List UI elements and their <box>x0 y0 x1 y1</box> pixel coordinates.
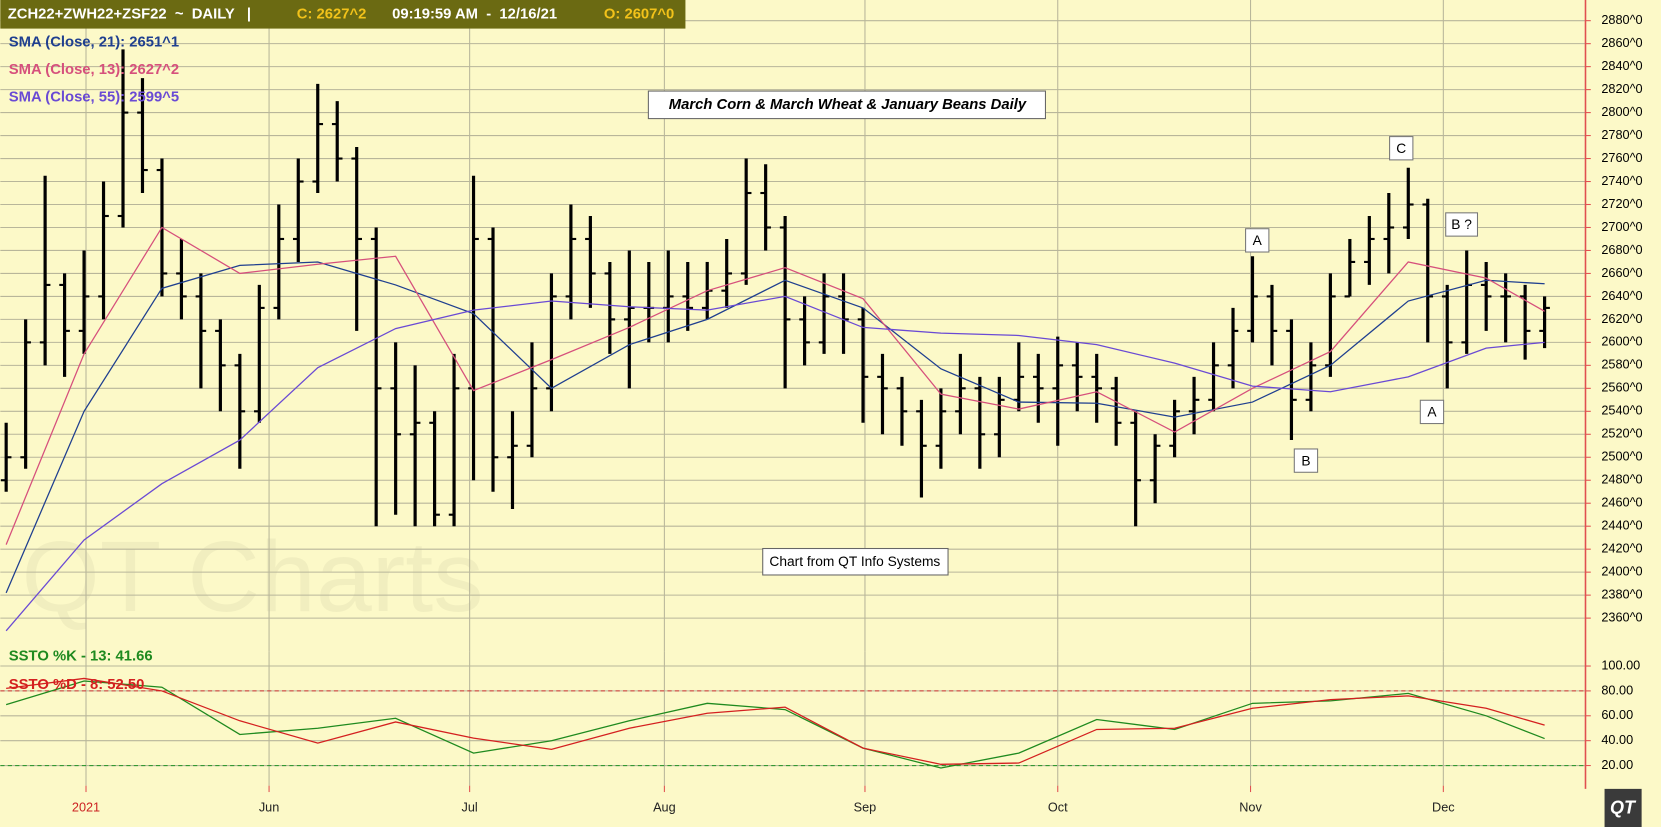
y-tick-label: 40.00 <box>1601 733 1633 747</box>
y-tick-label: 2860^0 <box>1601 36 1642 50</box>
y-tick-label: 2780^0 <box>1601 128 1642 142</box>
y-tick-label: 2440^0 <box>1601 519 1642 533</box>
y-tick-label: 2500^0 <box>1601 450 1642 464</box>
y-tick-label: 2460^0 <box>1601 496 1642 510</box>
annotation-box <box>1293 448 1319 473</box>
y-tick-label: 2660^0 <box>1601 266 1642 280</box>
legend-entry: SSTO %K - 13: 41.66 <box>9 648 153 664</box>
x-tick-label: Dec <box>1432 800 1455 814</box>
legend-entry: SMA (Close, 13): 2627^2 <box>9 62 179 78</box>
annotation: B ? <box>1451 217 1472 232</box>
y-tick-label: 2620^0 <box>1601 312 1642 326</box>
header-time: 09:19:59 AM - 12/16/21 <box>392 7 557 23</box>
annotation: C <box>1396 141 1406 156</box>
y-tick-label: 2700^0 <box>1601 220 1642 234</box>
annotation: A <box>1427 405 1437 420</box>
annotation: B <box>1301 453 1310 468</box>
y-tick-label: 2420^0 <box>1601 542 1642 556</box>
annotation-box <box>1445 212 1479 237</box>
logo[interactable]: QT <box>1610 798 1637 818</box>
y-tick-label: 2560^0 <box>1601 381 1642 395</box>
annotation: A <box>1253 233 1263 248</box>
line <box>5 226 1545 545</box>
y-tick-label: 80.00 <box>1601 683 1633 697</box>
y-tick-label: 20.00 <box>1601 758 1633 772</box>
y-tick-label: 2800^0 <box>1601 105 1642 119</box>
header-open: O: 2607^0 <box>604 7 674 23</box>
x-tick-label: Aug <box>653 800 676 814</box>
legend-entry: SMA (Close, 55): 2599^5 <box>9 89 179 105</box>
y-tick-label: 2600^0 <box>1601 335 1642 349</box>
y-tick-label: 2880^0 <box>1601 13 1642 27</box>
y-tick-label: 2680^0 <box>1601 243 1642 257</box>
header-close: C: 2627^2 <box>297 7 367 23</box>
y-tick-label: 2760^0 <box>1601 151 1642 165</box>
annotation-box <box>1389 136 1414 161</box>
line <box>5 295 1545 632</box>
annotation-box <box>1245 228 1270 253</box>
title-box <box>647 90 1046 120</box>
y-tick-label: 60.00 <box>1601 708 1633 722</box>
marks-layer <box>0 49 1586 769</box>
annotation-box <box>1419 399 1445 425</box>
legend-entry: SSTO %D - 8: 52.50 <box>9 677 145 693</box>
y-tick-label: 2520^0 <box>1601 427 1642 441</box>
x-tick-label: Oct <box>1048 800 1068 814</box>
x-tick-label: Jun <box>259 800 279 814</box>
line <box>5 680 1545 769</box>
legend-entry: SMA (Close, 21): 2651^1 <box>9 34 179 50</box>
x-tick-label: 2021 <box>72 800 100 814</box>
y-tick-label: 2820^0 <box>1601 82 1642 96</box>
y-tick-label: 2740^0 <box>1601 174 1642 188</box>
x-tick-label: Nov <box>1239 800 1262 814</box>
watermark: QT Charts <box>22 521 484 633</box>
header-bar <box>0 0 686 29</box>
y-tick-label: 2480^0 <box>1601 473 1642 487</box>
y-tick-label: 2540^0 <box>1601 404 1642 418</box>
y-tick-label: 2840^0 <box>1601 59 1642 73</box>
source-box <box>762 547 949 576</box>
logo-box[interactable] <box>1604 788 1642 827</box>
y-tick-label: 2380^0 <box>1601 587 1642 601</box>
x-tick-label: Jul <box>462 800 478 814</box>
y-tick-label: 2640^0 <box>1601 289 1642 303</box>
line <box>5 261 1545 594</box>
y-tick-label: 2720^0 <box>1601 197 1642 211</box>
line <box>6 677 1545 765</box>
y-tick-label: 2400^0 <box>1601 565 1642 579</box>
y-tick-label: 2360^0 <box>1601 610 1642 624</box>
chart-title: March Corn & March Wheat & January Beans… <box>669 97 1027 113</box>
source-note: Chart from QT Info Systems <box>769 554 940 569</box>
y-tick-label: 2580^0 <box>1601 358 1642 372</box>
header-symbol: ZCH22+ZWH22+ZSF22 ~ DAILY | <box>8 7 251 23</box>
y-tick-label: 100.00 <box>1601 658 1640 672</box>
x-tick-label: Sep <box>854 800 877 814</box>
